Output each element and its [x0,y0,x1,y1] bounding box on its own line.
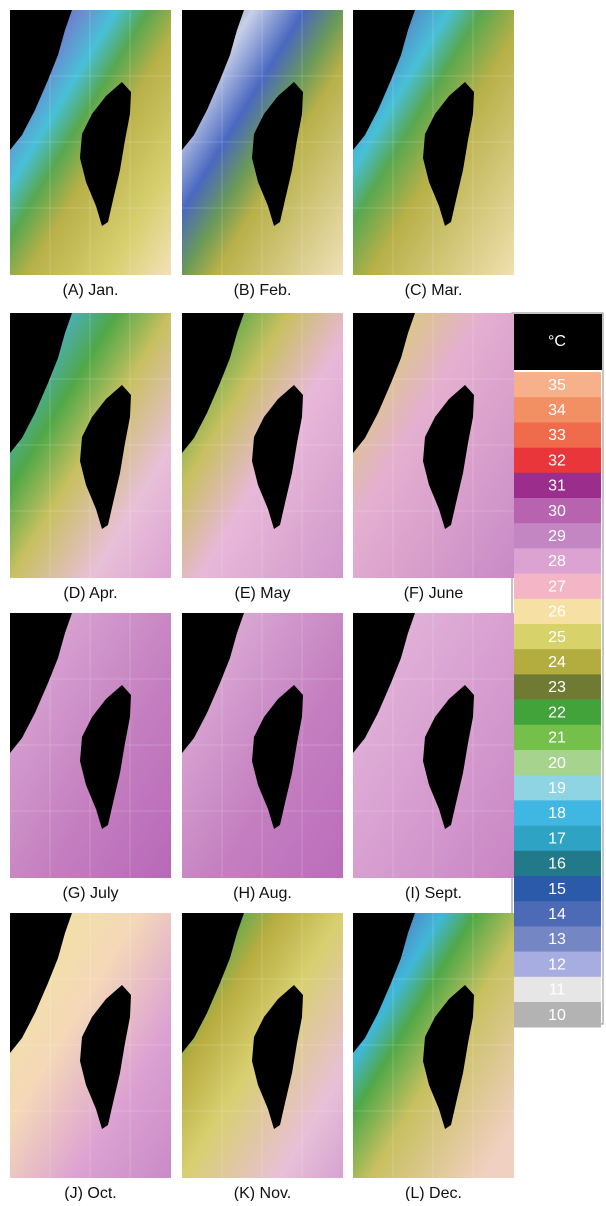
colorbar-label: 11 [549,982,566,999]
colorbar-label: 25 [548,629,566,646]
map-panel [353,613,514,878]
panel-label: (I) Sept. [405,885,462,902]
panel-label: (A) Jan. [62,282,118,299]
map-panel [10,313,171,578]
panel-label: (B) Feb. [234,282,292,299]
colorbar-label: 13 [548,931,566,948]
map-panel [182,613,343,878]
colorbar-label: 21 [548,730,566,747]
panel-label: (D) Apr. [63,585,117,602]
panel-label: (E) May [235,585,291,602]
panel-label: (H) Aug. [233,885,292,902]
map-panel [353,10,514,275]
colorbar-label: 14 [548,906,566,923]
colorbar-label: 27 [548,578,566,595]
colorbar-label: 12 [548,956,566,973]
colorbar-label: 22 [548,704,566,721]
panel-label: (F) June [404,585,464,602]
colorbar-label: 32 [548,452,566,469]
map-panel [10,913,171,1178]
map-panel [182,10,343,275]
colorbar-label: 23 [548,679,566,696]
figure: °C (A) Jan. (B) Feb. (C) Mar. (D) Apr. (E) M… [0,0,606,1201]
colorbar-label: 24 [548,654,566,671]
map-panel [10,10,171,275]
colorbar-label: 18 [548,805,566,822]
map-panel [353,913,514,1178]
panel-label: (C) Mar. [405,282,463,299]
colorbar-label: 28 [548,553,566,570]
map-panel [353,313,514,578]
colorbar-label: 31 [548,478,566,495]
panel-label: (G) July [63,885,119,902]
colorbar-label: 34 [548,402,566,419]
map-panel [182,913,343,1178]
colorbar-label: 33 [548,427,566,444]
colorbar-label: 10 [548,1007,566,1024]
map-panel [10,613,171,878]
colorbar-label: 17 [548,830,566,847]
colorbar-label: 29 [548,528,566,545]
colorbar-label: 16 [548,856,566,873]
panel-label: (L) Dec. [405,1185,462,1201]
colorbar-label: 35 [548,377,566,394]
colorbar-label: 15 [548,881,566,898]
colorbar-label: 19 [548,780,566,797]
panel-label: (K) Nov. [234,1185,291,1201]
panel-label: (J) Oct. [64,1185,116,1201]
map-panel [182,313,343,578]
colorbar-unit: °C [548,333,566,350]
colorbar-label: 30 [548,503,566,520]
colorbar-label: 20 [548,755,566,772]
colorbar-label: 26 [548,604,566,621]
